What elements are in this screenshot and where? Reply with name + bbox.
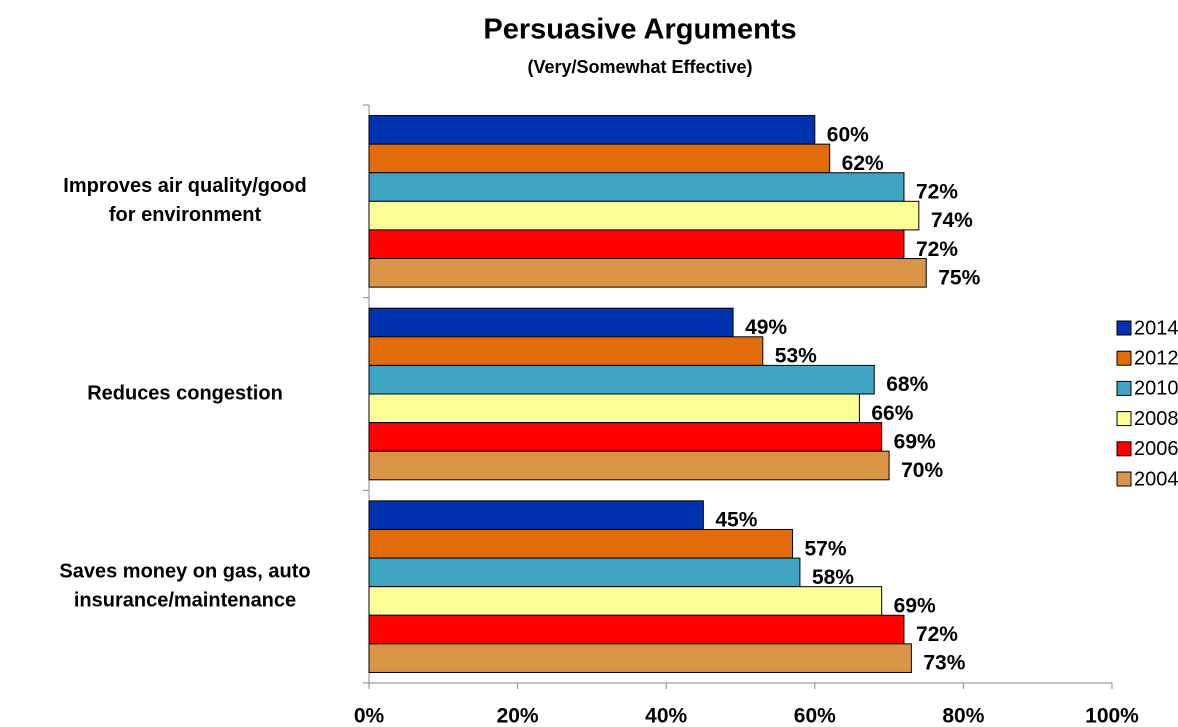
bar — [368, 614, 905, 645]
bar — [368, 364, 875, 395]
bar — [368, 143, 831, 174]
y-tick-label: Improves air quality/good — [63, 175, 306, 197]
bar — [368, 307, 734, 338]
bar — [368, 258, 927, 288]
legend-swatch — [1116, 320, 1132, 336]
data-label: 53% — [775, 345, 817, 368]
legend-swatch — [1116, 471, 1132, 487]
data-label: 69% — [894, 595, 936, 618]
legend-swatch — [1116, 441, 1132, 457]
bar — [368, 500, 704, 530]
y-tick-label: Saves money on gas, auto — [59, 560, 310, 582]
bar — [368, 450, 890, 481]
bar — [368, 200, 920, 231]
data-label: 74% — [931, 209, 973, 232]
bar — [368, 586, 883, 616]
bar — [368, 172, 905, 202]
data-label: 75% — [938, 266, 980, 289]
x-tick-label: 80% — [942, 705, 984, 727]
x-tick-label: 20% — [497, 705, 539, 727]
data-label: 72% — [916, 181, 958, 204]
bar — [368, 393, 860, 424]
x-tick-label: 100% — [1085, 705, 1139, 727]
chart-subtitle: (Very/Somewhat Effective) — [527, 57, 752, 77]
bar — [368, 336, 764, 366]
legend-label: 2004 — [1134, 468, 1178, 490]
legend-swatch — [1116, 411, 1132, 427]
x-tick-label: 0% — [354, 705, 385, 727]
y-tick-label: for environment — [109, 204, 262, 226]
chart-title: Persuasive Arguments — [483, 14, 796, 46]
data-label: 73% — [923, 652, 965, 675]
data-label: 68% — [886, 373, 928, 396]
x-tick-label: 40% — [645, 705, 687, 727]
legend-label: 2006 — [1134, 438, 1178, 460]
data-label: 72% — [916, 238, 958, 261]
bar — [368, 115, 816, 145]
x-tick-label: 60% — [794, 705, 836, 727]
data-label: 49% — [745, 316, 787, 339]
legend-label: 2012 — [1134, 347, 1178, 369]
bar — [368, 229, 905, 260]
data-label: 60% — [827, 123, 869, 146]
legend-label: 2014 — [1134, 317, 1178, 339]
bar — [368, 528, 794, 559]
legend-swatch — [1116, 350, 1132, 366]
bar — [368, 557, 801, 588]
legend-label: 2010 — [1134, 378, 1178, 400]
data-label: 58% — [812, 566, 854, 589]
data-label: 45% — [715, 509, 757, 532]
data-label: 62% — [842, 152, 884, 175]
data-label: 72% — [916, 623, 958, 646]
data-label: 66% — [871, 402, 913, 425]
legend-label: 2008 — [1134, 408, 1178, 430]
bar — [368, 422, 883, 452]
data-label: 70% — [901, 459, 943, 482]
data-label: 69% — [894, 430, 936, 453]
y-tick-label: Reduces congestion — [87, 382, 283, 404]
legend-swatch — [1116, 380, 1132, 396]
data-label: 57% — [805, 537, 847, 560]
bar — [368, 643, 912, 673]
y-tick-label: insurance/maintenance — [74, 589, 296, 611]
